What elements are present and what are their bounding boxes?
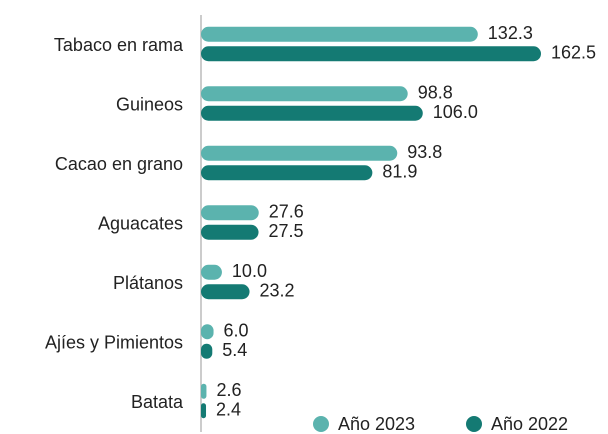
bar [201, 264, 222, 280]
legend-marker [313, 416, 329, 432]
bar [201, 343, 213, 359]
category-label: Tabaco en rama [54, 35, 184, 55]
value-label: 2.4 [216, 400, 241, 420]
category-label: Ajíes y Pimientos [45, 332, 183, 352]
category-label: Guineos [116, 94, 183, 114]
bar [201, 205, 259, 221]
value-label: 106.0 [433, 102, 478, 122]
value-label: 27.6 [269, 202, 304, 222]
category-label: Cacao en grano [55, 154, 183, 174]
legend-label: Año 2023 [338, 414, 415, 434]
value-label: 10.0 [232, 261, 267, 281]
value-label: 132.3 [488, 23, 533, 43]
bar [201, 165, 373, 181]
value-label: 81.9 [382, 162, 417, 182]
bar [201, 105, 423, 121]
legend-label: Año 2022 [491, 414, 568, 434]
bar [201, 86, 408, 102]
value-label: 93.8 [407, 142, 442, 162]
value-label: 98.8 [418, 83, 453, 103]
value-label: 27.5 [269, 221, 304, 241]
bar [201, 403, 207, 419]
bar [201, 284, 250, 300]
bar [201, 383, 207, 399]
bar [201, 145, 398, 161]
bar [201, 324, 214, 340]
legend-marker [466, 416, 482, 432]
value-label: 162.5 [551, 43, 596, 63]
category-label: Batata [131, 392, 184, 412]
bar [201, 26, 478, 42]
category-label: Aguacates [98, 213, 183, 233]
category-label: Plátanos [113, 273, 183, 293]
value-label: 23.2 [260, 281, 295, 301]
value-label: 2.6 [216, 380, 241, 400]
value-label: 5.4 [222, 340, 247, 360]
bar [201, 46, 541, 62]
bar [201, 224, 259, 240]
value-label: 6.0 [224, 321, 249, 341]
